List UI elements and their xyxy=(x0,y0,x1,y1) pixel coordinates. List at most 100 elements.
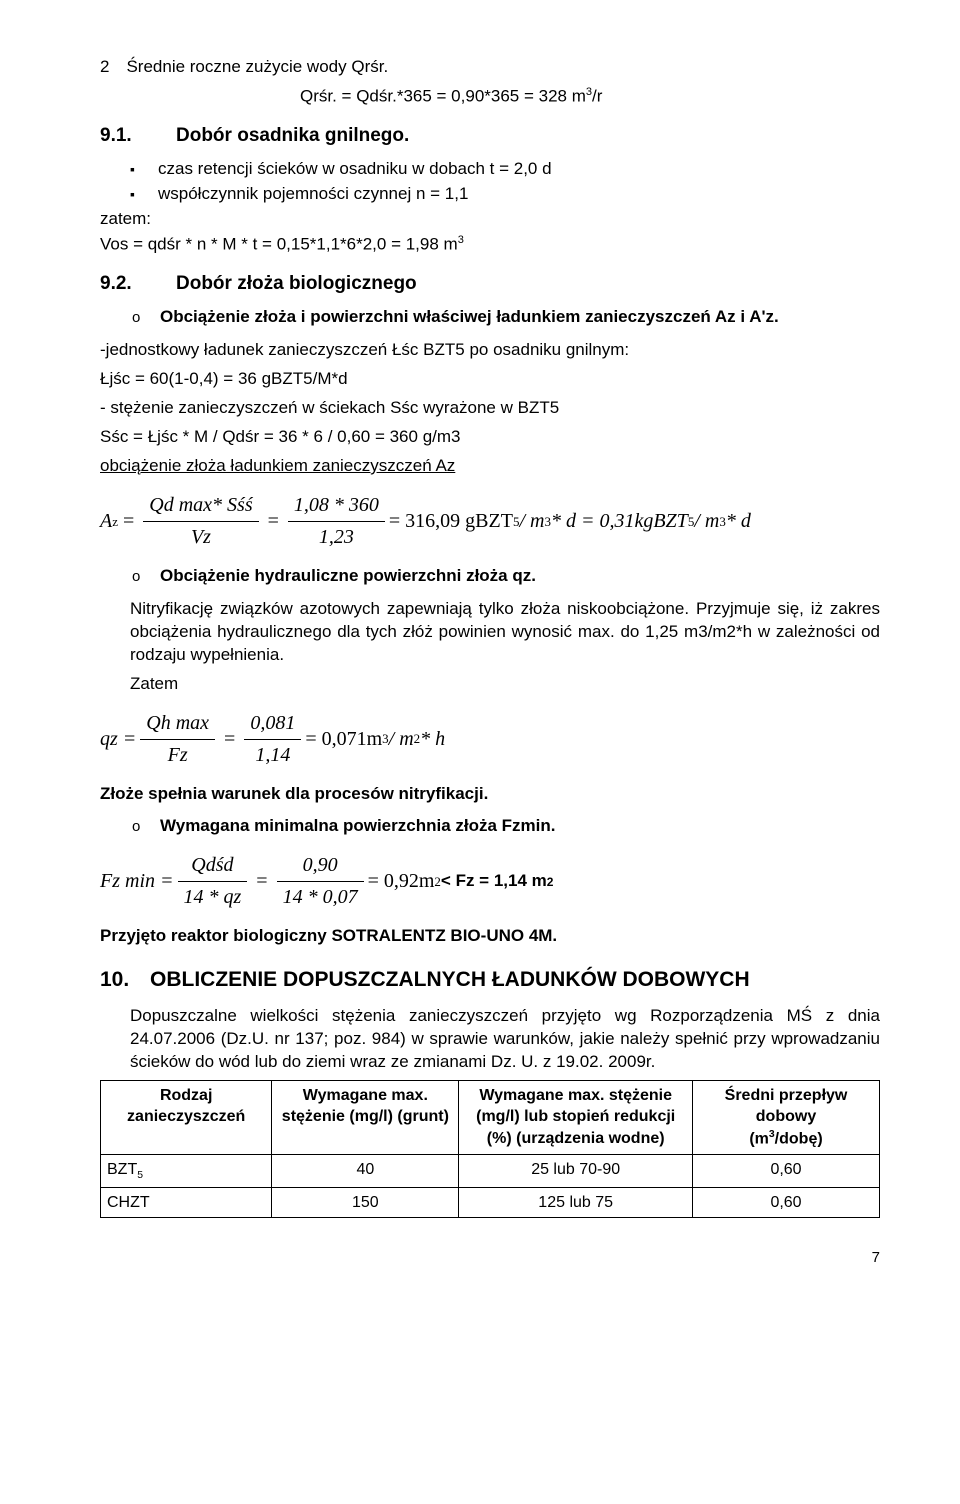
az-frac1-num: Qd max* Sśś xyxy=(143,492,258,522)
fz-frac1-den: 14 * qz xyxy=(178,882,248,911)
qrsr-formula: Qrśr. = Qdśr.*365 = 0,90*365 = 328 m3/r xyxy=(300,85,880,109)
qz-rhs-1: = 0,071m xyxy=(305,726,382,753)
document-page: 2 Średnie roczne zużycie wody Qrśr. Qrśr… xyxy=(0,0,960,1309)
qrsr-text: Qrśr. = Qdśr.*365 = 0,90*365 = 328 m xyxy=(300,87,586,106)
az-rhs-1: = 316,09 gBZT xyxy=(389,508,513,535)
fz-rhs-sup2: 2 xyxy=(547,874,554,890)
fz-frac2: 0,90 14 * 0,07 xyxy=(277,852,364,911)
az-rhs-2: / m xyxy=(519,508,544,535)
circle-bullet-icon xyxy=(132,565,160,588)
col-header-max-water: Wymagane max. stężenie (mg/l) lub stopie… xyxy=(459,1080,693,1154)
qz-rhs-3: * h xyxy=(420,726,445,753)
nitrification-paragraph: Nitryfikację związków azotowych zapewnia… xyxy=(130,598,880,667)
fz-frac1-num: Qdśd xyxy=(178,852,248,882)
square-bullet-icon xyxy=(130,158,158,181)
col-header-max-grunt: Wymagane max. stężenie (mg/l) (grunt) xyxy=(272,1080,459,1154)
cell-name-text: BZT xyxy=(107,1161,137,1178)
avg-consumption-line: 2 Średnie roczne zużycie wody Qrśr. xyxy=(100,56,880,79)
fzmin-equation: Fz min = Qdśd 14 * qz = 0,90 14 * 0,07 =… xyxy=(100,852,880,911)
subbullet-hydraulic: Obciążenie hydrauliczne powierzchni złoż… xyxy=(132,565,880,588)
section-9-1-title: Dobór osadnika gnilnego. xyxy=(176,125,409,146)
bullet-text: czas retencji ścieków w osadniku w dobac… xyxy=(158,158,880,181)
cell-grunt: 40 xyxy=(272,1154,459,1187)
subbullet-text: Wymagana minimalna powierzchnia złoża Fz… xyxy=(160,815,880,838)
az-rhs-3: * d = 0,31kgBZT xyxy=(551,508,688,535)
col4-l2a: (m xyxy=(749,1130,769,1147)
qz-rhs-2: / m xyxy=(389,726,414,753)
pollutant-table: Rodzaj zanieczyszczeń Wymagane max. stęż… xyxy=(100,1080,880,1219)
bed-condition-line: Złoże spełnia warunek dla procesów nitry… xyxy=(100,783,880,806)
qz-frac2: 0,081 1,14 xyxy=(244,710,301,769)
ssc-formula: Sśc = Łjśc * M / Qdśr = 36 * 6 / 0,60 = … xyxy=(100,426,880,449)
qz-frac1-num: Qh max xyxy=(140,710,215,740)
qz-frac1-den: Fz xyxy=(140,740,215,769)
vos-formula: Vos = qdśr * n * M * t = 0,15*1,1*6*2,0 … xyxy=(100,233,880,257)
cell-name: CHZT xyxy=(101,1187,272,1218)
section-10-num: 10. xyxy=(100,966,150,994)
bullet-retention-time: czas retencji ścieków w osadniku w dobac… xyxy=(130,158,880,181)
vos-sup: 3 xyxy=(458,234,464,246)
az-rhs-5: * d xyxy=(726,508,751,535)
qz-frac1: Qh max Fz xyxy=(140,710,215,769)
az-frac1-den: Vz xyxy=(143,522,258,551)
qz-lhs: qz = xyxy=(100,726,136,753)
table-row: CHZT 150 125 lub 75 0,60 xyxy=(101,1187,880,1218)
subbullet-load-az: Obciążenie złoża i powierzchni właściwej… xyxy=(132,306,880,329)
qz-frac2-num: 0,081 xyxy=(244,710,301,740)
section-10-heading: 10.OBLICZENIE DOPUSZCZALNYCH ŁADUNKÓW DO… xyxy=(100,966,880,994)
section-9-2-title: Dobór złoża biologicznego xyxy=(176,273,417,294)
fz-frac2-num: 0,90 xyxy=(277,852,364,882)
col-header-type: Rodzaj zanieczyszczeń xyxy=(101,1080,272,1154)
az-frac2-num: 1,08 * 360 xyxy=(288,492,385,522)
section-9-1-num: 9.1. xyxy=(100,123,176,149)
cell-name: BZT5 xyxy=(101,1154,272,1187)
az-frac2: 1,08 * 360 1,23 xyxy=(288,492,385,551)
cell-water: 25 lub 70-90 xyxy=(459,1154,693,1187)
az-symbol: A xyxy=(100,508,112,535)
az-equation: Az = Qd max* Sśś Vz = 1,08 * 360 1,23 = … xyxy=(100,492,880,551)
fz-frac1: Qdśd 14 * qz xyxy=(178,852,248,911)
col-header-flow: Średni przepływ dobowy (m3/dobę) xyxy=(693,1080,880,1154)
table-row: BZT5 40 25 lub 70-90 0,60 xyxy=(101,1154,880,1187)
cell-name-sub: 5 xyxy=(137,1170,143,1181)
cell-grunt: 150 xyxy=(272,1187,459,1218)
section-9-2-num: 9.2. xyxy=(100,271,176,297)
fz-rhs-1: = 0,92m xyxy=(368,868,435,895)
cell-flow: 0,60 xyxy=(693,1187,880,1218)
qz-frac2-den: 1,14 xyxy=(244,740,301,769)
reactor-line: Przyjęto reaktor biologiczny SOTRALENTZ … xyxy=(100,925,880,948)
circle-bullet-icon xyxy=(132,306,160,329)
qz-equation: qz = Qh max Fz = 0,081 1,14 = 0,071m3 / … xyxy=(100,710,880,769)
az-frac2-den: 1,23 xyxy=(288,522,385,551)
section-9-2-heading: 9.2.Dobór złoża biologicznego xyxy=(100,271,880,297)
square-bullet-icon xyxy=(130,183,158,206)
circle-bullet-icon xyxy=(132,815,160,838)
zatem2-label: Zatem xyxy=(130,673,880,696)
page-number: 7 xyxy=(100,1248,880,1268)
load-az-underline: obciążenie złoża ładunkiem zanieczyszcze… xyxy=(100,455,880,478)
allowable-paragraph: Dopuszczalne wielkości stężenia zanieczy… xyxy=(130,1005,880,1074)
vos-text: Vos = qdśr * n * M * t = 0,15*1,1*6*2,0 … xyxy=(100,235,458,254)
fz-lhs: Fz min = xyxy=(100,868,174,895)
fz-frac2-den: 14 * 0,07 xyxy=(277,882,364,911)
concentration-line: - stężenie zanieczyszczeń w ściekach Sśc… xyxy=(100,397,880,420)
bullet-capacity-coeff: współczynnik pojemności czynnej n = 1,1 xyxy=(130,183,880,206)
ljsc-formula: Łjśc = 60(1-0,4) = 36 gBZT5/M*d xyxy=(100,368,880,391)
az-frac1: Qd max* Sśś Vz xyxy=(143,492,258,551)
subbullet-fzmin: Wymagana minimalna powierzchnia złoża Fz… xyxy=(132,815,880,838)
cell-flow: 0,60 xyxy=(693,1154,880,1187)
table-header-row: Rodzaj zanieczyszczeń Wymagane max. stęż… xyxy=(101,1080,880,1154)
qrsr-tail: /r xyxy=(592,87,602,106)
section-10-title: OBLICZENIE DOPUSZCZALNYCH ŁADUNKÓW DOBOW… xyxy=(150,968,750,991)
col4-l2b: /dobę) xyxy=(775,1130,823,1147)
zatem-label: zatem: xyxy=(100,208,880,231)
subbullet-text: Obciążenie hydrauliczne powierzchni złoż… xyxy=(160,565,880,588)
az-rhs-4: / m xyxy=(694,508,719,535)
cell-water: 125 lub 75 xyxy=(459,1187,693,1218)
bullet-text: współczynnik pojemności czynnej n = 1,1 xyxy=(158,183,880,206)
fz-rhs-bold: < Fz = 1,14 m xyxy=(441,870,547,893)
subbullet-text: Obciążenie złoża i powierzchni właściwej… xyxy=(160,306,880,329)
col4-l1: Średni przepływ dobowy xyxy=(725,1087,848,1126)
cell-name-text: CHZT xyxy=(107,1194,150,1211)
section-9-1-heading: 9.1.Dobór osadnika gnilnego. xyxy=(100,123,880,149)
